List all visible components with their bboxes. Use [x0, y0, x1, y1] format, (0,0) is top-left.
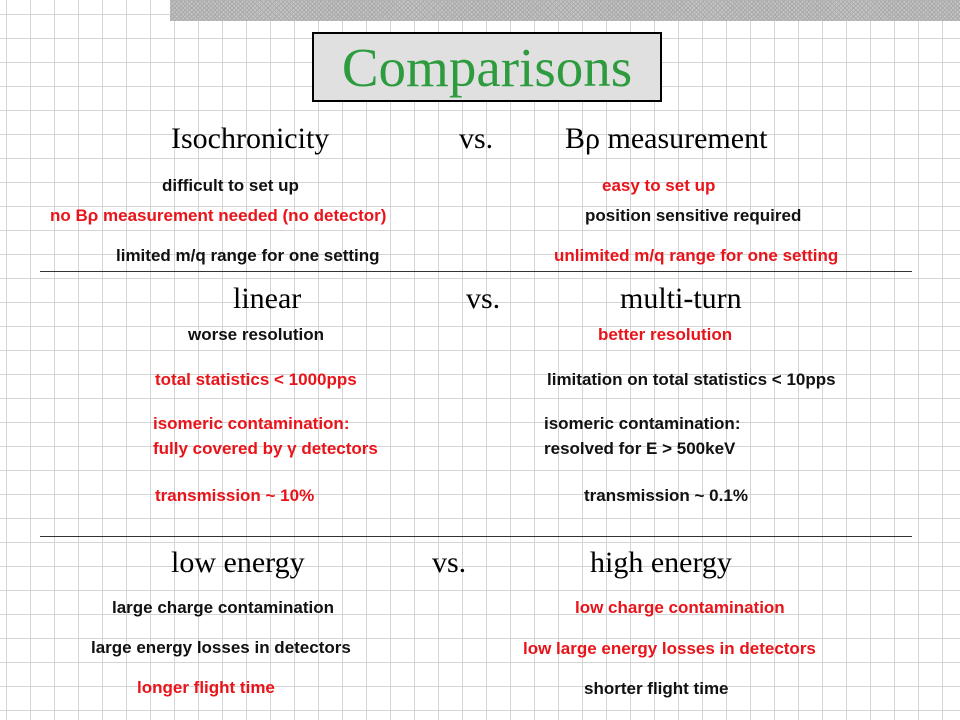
- heading-vs-1: vs.: [459, 122, 494, 155]
- lin-row-4-left: fully covered by γ detectors: [153, 439, 378, 458]
- heading-linear: linear: [233, 282, 302, 315]
- en-row-1-right: low charge contamination: [575, 598, 785, 617]
- lin-row-5-right: transmission ~ 0.1%: [584, 486, 748, 505]
- iso-row-1-right: easy to set up: [602, 176, 716, 195]
- lin-row-1-right: better resolution: [598, 325, 733, 344]
- divider-1: [40, 271, 912, 272]
- iso-row-3-right: unlimited m/q range for one setting: [554, 246, 839, 265]
- slide-title: Comparisons: [341, 36, 633, 98]
- lin-row-3-left: isomeric contamination:: [153, 414, 350, 433]
- iso-row-3-left: limited m/q range for one setting: [116, 246, 380, 265]
- iso-row-1-left: difficult to set up: [162, 176, 299, 195]
- header-pattern-bar: [170, 0, 960, 21]
- lin-row-5-left: transmission ~ 10%: [155, 486, 315, 505]
- en-row-3-right: shorter flight time: [584, 679, 729, 698]
- en-row-1-left: large charge contamination: [112, 598, 334, 617]
- en-row-3-left: longer flight time: [137, 678, 275, 697]
- en-row-2-left: large energy losses in detectors: [91, 638, 351, 657]
- iso-row-2-right: position sensitive required: [585, 206, 802, 225]
- lin-row-2-right: limitation on total statistics < 10pps: [547, 370, 836, 389]
- lin-row-3-right: isomeric contamination:: [544, 414, 741, 433]
- heading-vs-2: vs.: [466, 282, 501, 315]
- iso-row-2-left: no Bρ measurement needed (no detector): [50, 206, 387, 225]
- heading-high-energy: high energy: [590, 546, 732, 579]
- heading-brho-measurement: Bρ measurement: [565, 122, 768, 155]
- heading-isochronicity: Isochronicity: [171, 122, 330, 155]
- heading-multi-turn: multi-turn: [620, 282, 742, 315]
- lin-row-4-right: resolved for E > 500keV: [544, 439, 736, 458]
- title-box: Comparisons: [312, 32, 662, 102]
- divider-2: [40, 536, 912, 537]
- lin-row-1-left: worse resolution: [188, 325, 325, 344]
- heading-vs-3: vs.: [432, 546, 467, 579]
- heading-low-energy: low energy: [171, 546, 305, 579]
- lin-row-2-left: total statistics < 1000pps: [155, 370, 357, 389]
- en-row-2-right: low large energy losses in detectors: [523, 639, 816, 658]
